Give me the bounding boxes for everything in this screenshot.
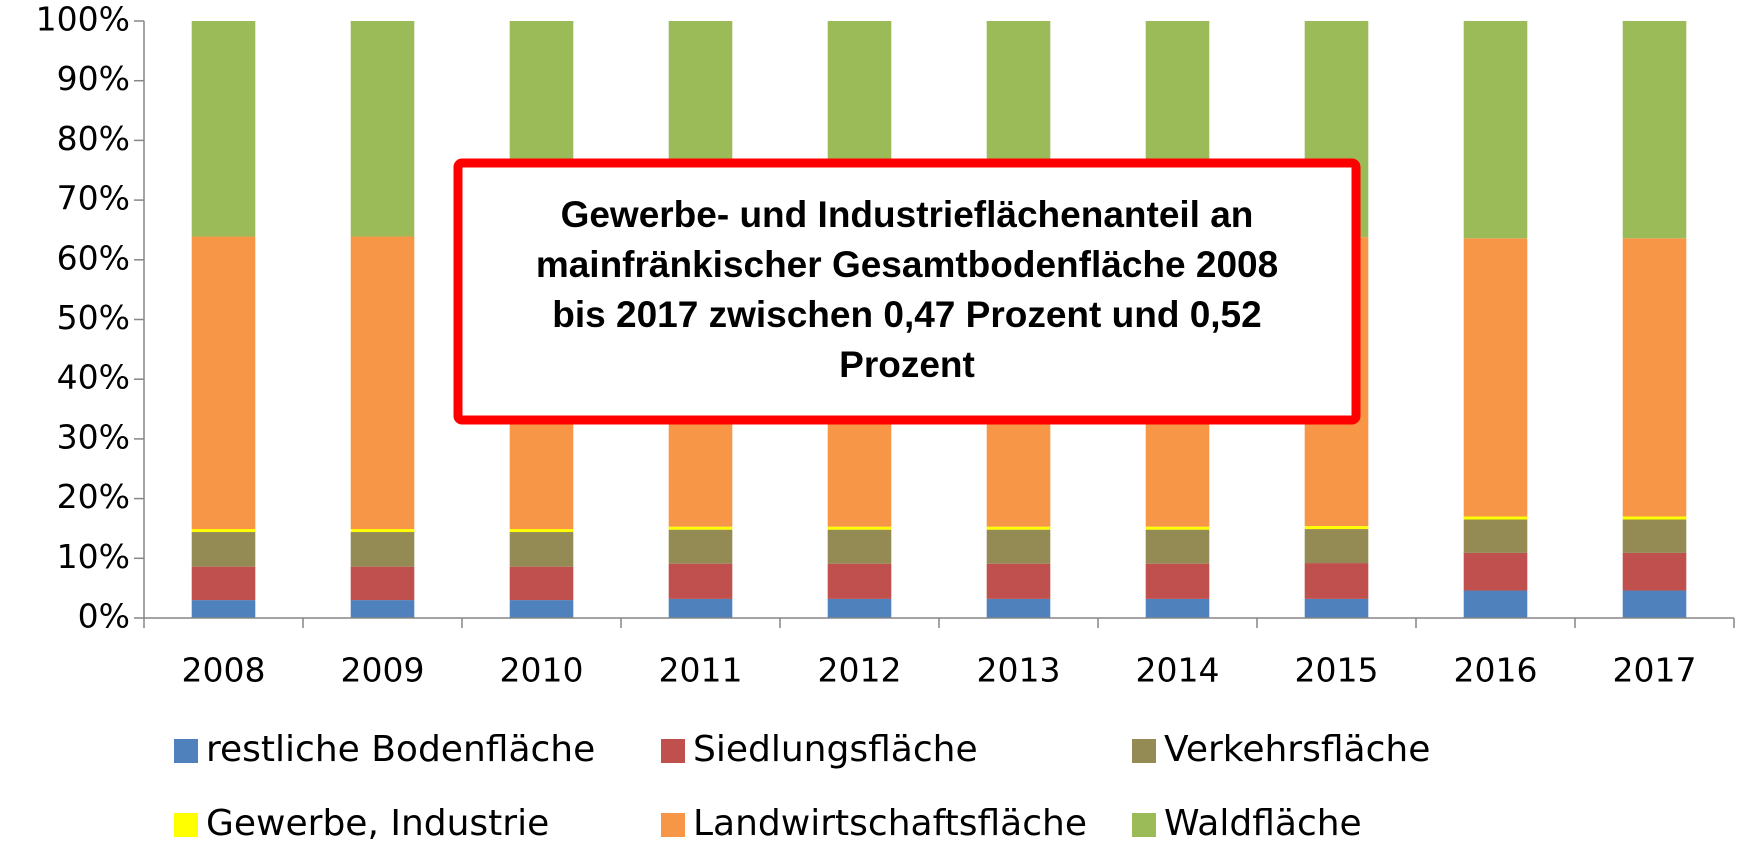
bar-segment bbox=[191, 532, 256, 567]
annotation-line: bis 2017 zwischen 0,47 Prozent und 0,52 bbox=[552, 294, 1261, 335]
bar-segment bbox=[668, 598, 733, 618]
x-tick-label: 2011 bbox=[659, 651, 743, 690]
bar-segment bbox=[1463, 590, 1528, 618]
annotation-line: Gewerbe- und Industrieflächenanteil an bbox=[561, 194, 1254, 235]
bar-segment bbox=[191, 566, 256, 601]
y-tick-label: 70% bbox=[57, 179, 130, 218]
bar-segment bbox=[1463, 552, 1528, 591]
bar-segment bbox=[1304, 598, 1369, 618]
legend-label: Waldfläche bbox=[1164, 803, 1362, 844]
y-tick-label: 60% bbox=[57, 238, 130, 277]
bar-segment bbox=[1145, 563, 1210, 599]
legend-swatch bbox=[1132, 739, 1156, 763]
bar-segment bbox=[191, 21, 256, 237]
bar-segment bbox=[191, 600, 256, 618]
legend-swatch bbox=[661, 813, 685, 837]
bar-segment bbox=[350, 532, 415, 567]
x-tick-label: 2014 bbox=[1136, 651, 1220, 690]
bar-segment bbox=[1622, 238, 1687, 517]
bar-segment bbox=[1304, 563, 1369, 599]
bar-segment bbox=[1145, 526, 1210, 530]
bar-segment bbox=[191, 529, 256, 533]
bar-segment bbox=[986, 526, 1051, 530]
bar-segment bbox=[509, 532, 574, 567]
y-tick-label: 10% bbox=[57, 537, 130, 576]
bar-segment bbox=[1622, 552, 1687, 591]
x-tick-label: 2017 bbox=[1613, 651, 1697, 690]
legend-swatch bbox=[661, 739, 685, 763]
legend-swatch bbox=[174, 739, 198, 763]
bar-segment bbox=[509, 600, 574, 618]
bar-segment bbox=[1622, 21, 1687, 239]
bar-segment bbox=[1463, 21, 1528, 239]
bar-segment bbox=[1145, 529, 1210, 564]
bar-segment bbox=[827, 526, 892, 530]
y-tick-label: 100% bbox=[36, 0, 130, 39]
bar-segment bbox=[1463, 519, 1528, 553]
bar-segment bbox=[1145, 598, 1210, 618]
y-tick-label: 40% bbox=[57, 358, 130, 397]
bar-segment bbox=[668, 563, 733, 599]
legend-label: Siedlungsfläche bbox=[693, 729, 978, 770]
bar-segment bbox=[986, 598, 1051, 618]
legend-label: Landwirtschaftsfläche bbox=[693, 803, 1087, 844]
bar-segment bbox=[1463, 238, 1528, 517]
x-tick-label: 2010 bbox=[500, 651, 584, 690]
y-tick-label: 30% bbox=[57, 417, 130, 456]
bar-segment bbox=[350, 21, 415, 237]
bar-segment bbox=[1622, 519, 1687, 553]
bar-segment bbox=[668, 529, 733, 564]
bar-segment bbox=[827, 598, 892, 618]
bar-segment bbox=[1463, 516, 1528, 520]
bar-segment bbox=[668, 526, 733, 530]
x-tick-label: 2016 bbox=[1454, 651, 1538, 690]
bar-segment bbox=[509, 566, 574, 601]
bar-segment bbox=[191, 236, 256, 530]
y-tick-label: 50% bbox=[57, 298, 130, 337]
annotation-line: Prozent bbox=[839, 344, 975, 385]
y-tick-label: 90% bbox=[57, 59, 130, 98]
bar-segment bbox=[827, 563, 892, 599]
x-tick-label: 2015 bbox=[1295, 651, 1379, 690]
legend-label: restliche Bodenfläche bbox=[206, 729, 595, 770]
x-tick-label: 2012 bbox=[818, 651, 902, 690]
bar-segment bbox=[986, 529, 1051, 564]
legend-label: Gewerbe, Industrie bbox=[206, 803, 549, 844]
annotation-box bbox=[453, 158, 1361, 425]
y-tick-label: 80% bbox=[57, 119, 130, 158]
y-tick-label: 20% bbox=[57, 477, 130, 516]
x-tick-label: 2008 bbox=[182, 651, 266, 690]
bar-segment bbox=[350, 566, 415, 601]
bar-segment bbox=[1622, 590, 1687, 618]
bar-segment bbox=[1622, 516, 1687, 520]
bar-segment bbox=[350, 529, 415, 533]
legend-label: Verkehrsfläche bbox=[1164, 729, 1430, 770]
bar-segment bbox=[1304, 526, 1369, 530]
bar-segment bbox=[986, 563, 1051, 599]
y-tick-label: 0% bbox=[78, 597, 130, 636]
x-tick-label: 2013 bbox=[977, 651, 1061, 690]
bar-segment bbox=[1304, 529, 1369, 564]
x-tick-label: 2009 bbox=[341, 651, 425, 690]
bar-segment bbox=[509, 529, 574, 533]
bar-segment bbox=[827, 529, 892, 564]
legend-swatch bbox=[1132, 813, 1156, 837]
bar-segment bbox=[350, 236, 415, 530]
bar-segment bbox=[350, 600, 415, 618]
annotation-line: mainfränkischer Gesamtbodenfläche 2008 bbox=[536, 244, 1278, 285]
legend-swatch bbox=[174, 813, 198, 837]
